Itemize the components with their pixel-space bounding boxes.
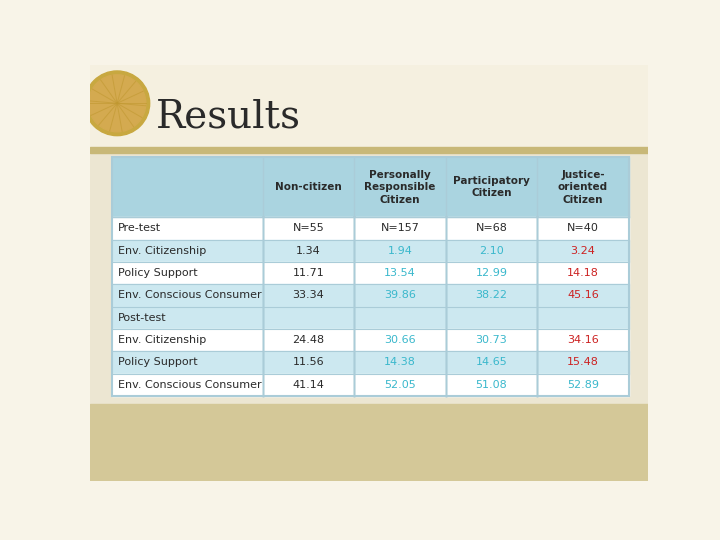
Text: 24.48: 24.48	[292, 335, 325, 345]
Text: Pre-test: Pre-test	[118, 224, 161, 233]
Text: 1.34: 1.34	[296, 246, 321, 256]
Bar	[112, 374, 629, 396]
Bar	[112, 157, 629, 396]
Bar	[90, 65, 648, 150]
Circle shape	[89, 75, 145, 132]
Text: Results: Results	[156, 99, 301, 136]
Text: 33.34: 33.34	[292, 291, 325, 300]
Text: 11.56: 11.56	[293, 357, 325, 367]
Text: Env. Conscious Consumer: Env. Conscious Consumer	[118, 291, 261, 300]
Bar	[112, 351, 629, 374]
Text: Personally
Responsible
Citizen: Personally Responsible Citizen	[364, 170, 436, 205]
Circle shape	[84, 71, 150, 136]
Text: Policy Support: Policy Support	[118, 357, 197, 367]
Bar	[112, 284, 629, 307]
Text: 30.73: 30.73	[476, 335, 508, 345]
Text: N=55: N=55	[292, 224, 325, 233]
Bar	[90, 403, 648, 481]
Bar	[112, 157, 629, 396]
Text: 2.10: 2.10	[479, 246, 504, 256]
Text: Env. Citizenship: Env. Citizenship	[118, 335, 206, 345]
Text: Justice-
oriented
Citizen: Justice- oriented Citizen	[558, 170, 608, 205]
Bar	[112, 307, 629, 329]
Text: Post-test: Post-test	[118, 313, 166, 323]
Bar	[90, 150, 648, 403]
Text: 15.48: 15.48	[567, 357, 599, 367]
Bar	[90, 147, 648, 153]
Bar	[112, 217, 629, 240]
Bar	[112, 262, 629, 284]
Text: 14.65: 14.65	[476, 357, 508, 367]
Text: 1.94: 1.94	[387, 246, 413, 256]
Text: 52.89: 52.89	[567, 380, 599, 390]
Text: 3.24: 3.24	[570, 246, 595, 256]
Text: 41.14: 41.14	[292, 380, 325, 390]
Text: N=68: N=68	[475, 224, 508, 233]
Text: Non-citizen: Non-citizen	[275, 182, 342, 192]
Bar	[112, 157, 629, 217]
Text: Env. Conscious Consumer: Env. Conscious Consumer	[118, 380, 261, 390]
Text: Policy Support: Policy Support	[118, 268, 197, 278]
Text: 11.71: 11.71	[292, 268, 325, 278]
Text: 34.16: 34.16	[567, 335, 599, 345]
Text: 12.99: 12.99	[475, 268, 508, 278]
Text: 14.18: 14.18	[567, 268, 599, 278]
Text: 52.05: 52.05	[384, 380, 416, 390]
Text: 38.22: 38.22	[475, 291, 508, 300]
Text: 14.38: 14.38	[384, 357, 416, 367]
Text: N=40: N=40	[567, 224, 599, 233]
Text: 30.66: 30.66	[384, 335, 416, 345]
Text: Env. Citizenship: Env. Citizenship	[118, 246, 206, 256]
Bar	[112, 240, 629, 262]
Text: Participatory
Citizen: Participatory Citizen	[453, 176, 530, 198]
Text: 13.54: 13.54	[384, 268, 416, 278]
Text: 45.16: 45.16	[567, 291, 599, 300]
Text: 51.08: 51.08	[476, 380, 508, 390]
Text: 39.86: 39.86	[384, 291, 416, 300]
Text: N=157: N=157	[381, 224, 420, 233]
Bar	[112, 329, 629, 351]
